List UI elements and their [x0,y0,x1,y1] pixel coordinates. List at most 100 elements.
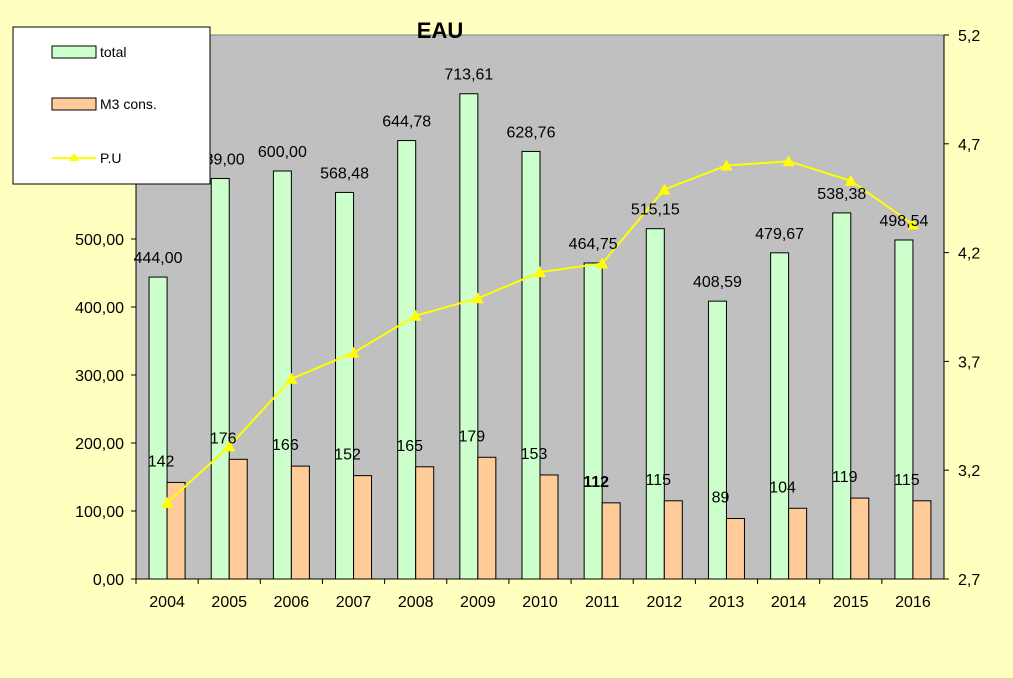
data-label-total-2009: 713,61 [444,67,493,84]
x-tick-2006: 2006 [274,594,310,611]
legend-marker-pu [69,153,79,161]
x-tick-2008: 2008 [398,594,434,611]
legend-swatch-total [51,45,97,59]
bar-m3-2011 [601,502,621,580]
bar-m3-2015 [850,497,870,580]
data-label-m3-2016: 115 [894,472,920,489]
bar-total-2008 [397,140,417,580]
bar-m3-2010 [539,474,559,580]
y-left-tick-1: 100,00 [75,504,124,521]
data-label-total-2008: 644,78 [382,114,431,131]
y-right-tick-4: 4,7 [958,137,980,154]
y-right-tick-0: 2,7 [958,572,980,589]
bars-layer [148,93,932,580]
y-right-tick-5: 5,2 [958,28,980,45]
y-left-tick-5: 500,00 [75,232,124,249]
marker-pu-2013 [720,159,733,171]
marker-pu-2009 [471,292,484,304]
bar-m3-2012 [663,500,683,580]
bar-m3-2004 [166,481,186,580]
y-left-tick-3: 300,00 [75,368,124,385]
legend: total M3 cons. P.U [12,26,211,185]
axes-layer: 2004 2005 2006 2007 2008 2009 2010 2011 2012 2013… [75,28,980,611]
y-right-tick-1: 3,2 [958,463,980,480]
y-left-tick-2: 200,00 [75,436,124,453]
marker-pu-2011 [596,257,609,269]
data-label-m3-2006: 166 [272,437,299,454]
data-label-total-2006: 600,00 [258,144,307,161]
bar-total-2004 [148,276,168,580]
data-label-total-2013: 408,59 [693,274,742,291]
marker-pu-2005 [223,440,236,452]
marker-pu-2010 [534,266,546,278]
bar-total-2009 [459,93,479,580]
bar-m3-2013 [725,517,745,580]
bar-m3-2009 [477,456,497,580]
x-tick-2007: 2007 [336,594,372,611]
marker-pu-2008 [409,309,422,321]
y-right-tick-2: 3,7 [958,354,980,371]
data-label-m3-2014: 104 [769,479,796,496]
bar-total-2016 [894,239,914,580]
data-label-total-2016: 498,54 [879,213,928,230]
data-label-total-2012: 515,15 [631,202,680,219]
data-label-total-2010: 628,76 [507,124,556,141]
bar-m3-2007 [353,475,373,580]
bar-total-2006 [272,170,292,580]
bar-total-2012 [645,228,665,580]
marker-pu-2007 [347,346,360,358]
data-label-m3-2013: 89 [712,489,730,506]
x-tick-2014: 2014 [771,594,807,611]
legend-label-pu: P.U [100,150,122,166]
bar-m3-2005 [228,458,248,580]
data-label-m3-2004: 142 [148,453,175,470]
data-label-m3-2012: 115 [646,472,672,489]
legend-label-m3: M3 cons. [100,96,157,112]
data-label-m3-2009: 179 [458,428,485,445]
y-right-tick-3: 4,2 [958,246,980,263]
data-label-m3-2010: 153 [521,446,548,463]
marker-pu-2004 [161,496,174,508]
bar-m3-2006 [290,465,310,580]
data-label-total-2014: 479,67 [755,226,804,243]
x-tick-2012: 2012 [647,594,683,611]
bar-total-2005 [210,177,230,580]
data-label-m3-2005: 176 [210,430,237,447]
data-label-total-2011: 464,75 [569,236,618,253]
marker-pu-2016 [906,218,919,230]
x-tick-2015: 2015 [833,594,869,611]
marker-pu-2012 [658,183,671,195]
data-label-m3-2015: 119 [832,469,858,486]
data-label-m3-2011: 112 [583,474,609,491]
x-tick-2013: 2013 [709,594,745,611]
y-left-tick-0: 0,00 [93,572,124,589]
data-label-m3-2007: 152 [334,447,361,464]
labels-layer: 444,00142589,00176600,00166568,48152644,… [134,67,929,507]
line-layer [161,155,919,508]
x-tick-2005: 2005 [211,594,247,611]
data-label-total-2015: 538,38 [817,186,866,203]
bar-total-2014 [770,252,790,580]
bar-total-2011 [583,262,603,580]
x-tick-2010: 2010 [522,594,558,611]
data-label-m3-2008: 165 [396,438,423,455]
x-tick-2011: 2011 [585,594,620,611]
chart-title: EAU [417,18,463,43]
marker-pu-2015 [844,174,857,186]
bar-m3-2016 [912,500,932,580]
data-label-total-2004: 444,00 [134,250,183,267]
legend-swatch-m3 [51,97,97,111]
marker-pu-2006 [285,372,298,384]
bar-total-2007 [335,191,355,580]
bar-m3-2014 [788,507,808,580]
x-tick-2016: 2016 [895,594,931,611]
bar-m3-2008 [415,466,435,580]
bar-total-2010 [521,150,541,580]
y-left-tick-4: 400,00 [75,300,124,317]
x-tick-2004: 2004 [149,594,185,611]
legend-label-total: total [100,44,126,60]
marker-pu-2014 [782,155,795,167]
x-tick-2009: 2009 [460,594,496,611]
bar-total-2013 [707,300,727,580]
